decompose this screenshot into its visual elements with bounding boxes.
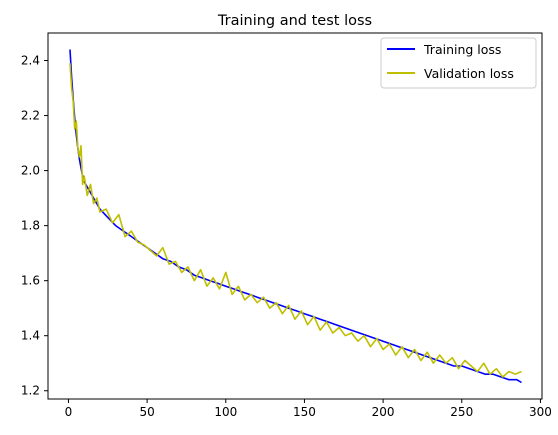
y-tick-label: 2.4: [21, 54, 40, 68]
series-group: [69, 49, 522, 384]
legend: Training loss Validation loss: [380, 37, 537, 89]
legend-label-training-loss: Training loss: [423, 42, 501, 57]
chart-title: Training and test loss: [217, 13, 372, 29]
x-tick-label: 300: [529, 405, 552, 419]
legend-label-validation-loss: Validation loss: [424, 66, 514, 81]
x-axis: 0 50 100 150 200 250 300: [65, 399, 552, 419]
plot-area-frame: [47, 32, 543, 400]
y-tick-label: 1.2: [21, 384, 40, 398]
legend-box: [380, 37, 537, 89]
x-tick-label: 150: [293, 405, 316, 419]
y-axis: 1.2 1.4 1.6 1.8 2.0 2.2 2.4: [21, 54, 48, 398]
series-line-validation-loss: [69, 63, 522, 378]
y-tick-label: 1.4: [21, 329, 40, 343]
x-tick-label: 200: [372, 405, 395, 419]
x-tick-label: 100: [214, 405, 237, 419]
x-tick-label: 0: [65, 405, 73, 419]
x-tick-label: 50: [139, 405, 154, 419]
y-tick-label: 2.0: [21, 164, 40, 178]
y-tick-label: 1.6: [21, 274, 40, 288]
y-tick-label: 2.2: [21, 109, 40, 123]
x-tick-label: 250: [450, 405, 473, 419]
y-tick-label: 1.8: [21, 219, 40, 233]
